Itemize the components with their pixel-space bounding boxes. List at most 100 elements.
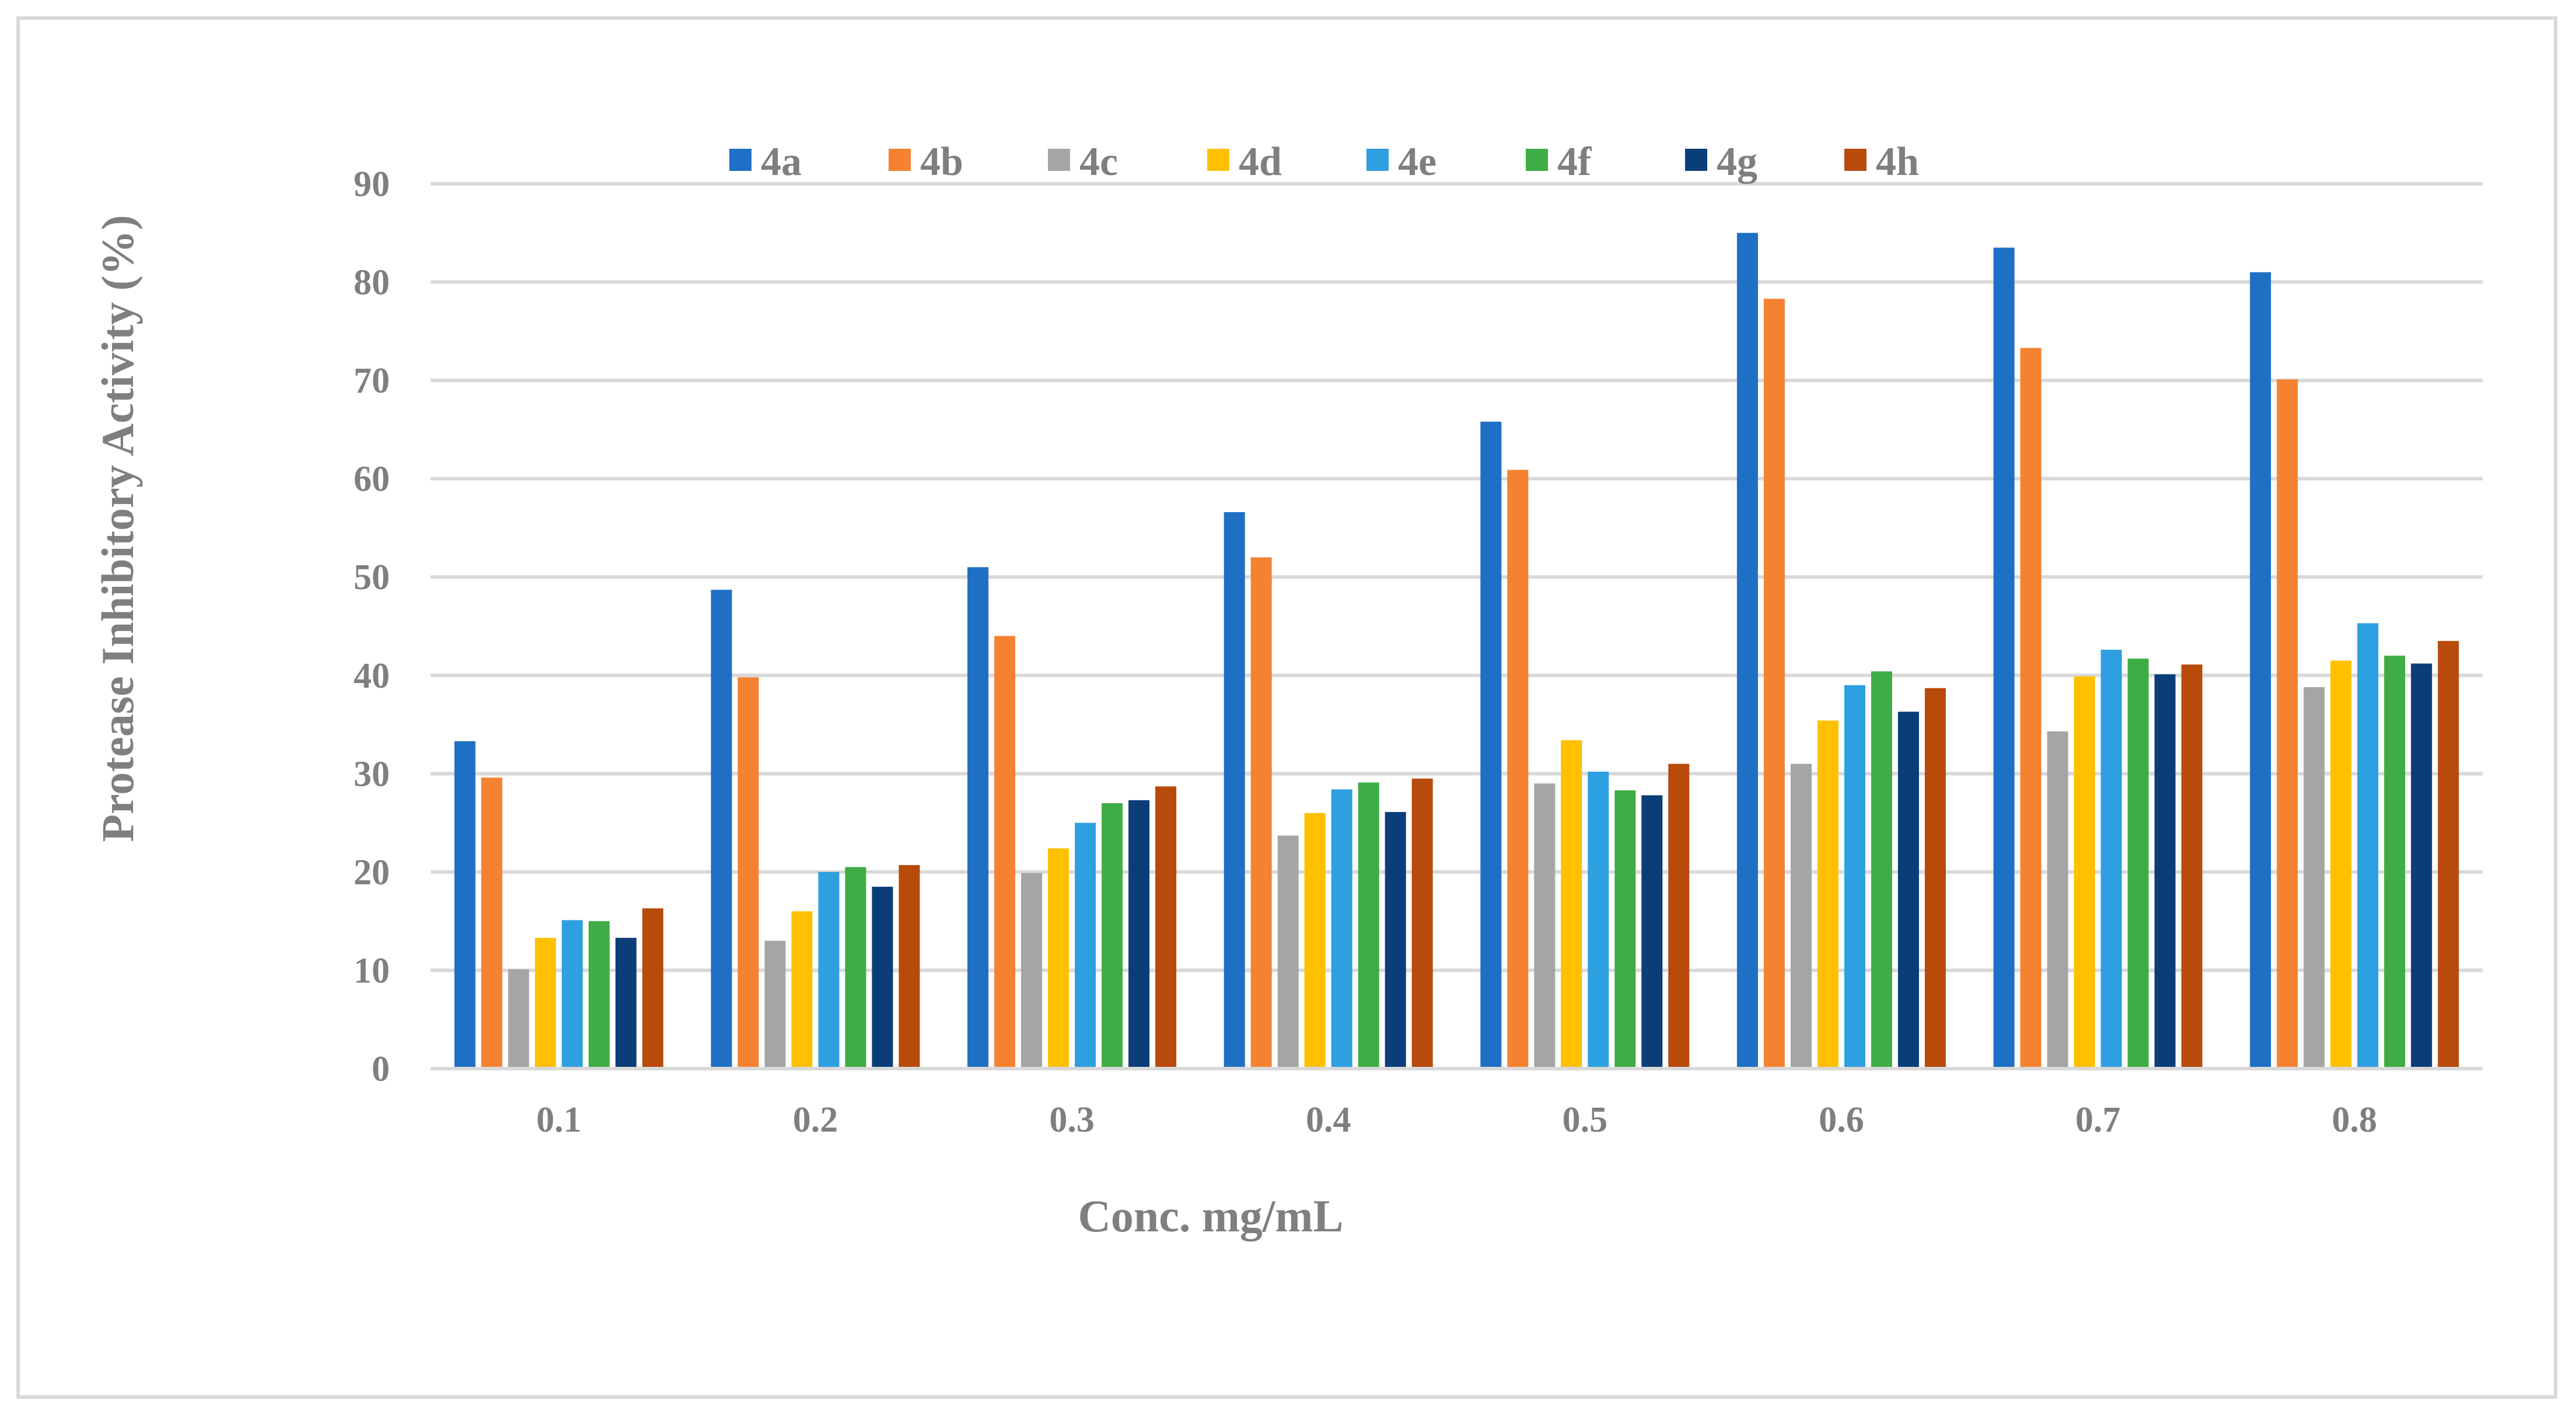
y-tick-label: 30 [354,754,390,794]
bar-4f-0.7 [2127,659,2149,1069]
bar-4f-0.4 [1358,782,1379,1069]
bar-4c-0.2 [764,940,786,1069]
bar-4e-0.3 [1075,822,1096,1069]
bar-4d-0.3 [1048,848,1069,1069]
legend-swatch-4g [1685,149,1707,171]
legend-label-4d: 4d [1239,139,1282,184]
bar-4a-0.5 [1480,421,1502,1069]
legend-label-4b: 4b [920,139,963,184]
bar-4a-0.2 [711,590,732,1069]
bar-4b-0.4 [1250,557,1272,1069]
bar-4e-0.7 [2100,649,2122,1069]
legend-label-4c: 4c [1079,139,1118,184]
bar-4f-0.2 [845,867,866,1069]
bar-4d-0.4 [1304,813,1326,1069]
bar-4d-0.7 [2074,676,2095,1069]
bar-4d-0.1 [534,937,556,1069]
bar-4d-0.5 [1561,740,1582,1069]
legend-label-4f: 4f [1557,139,1592,184]
bar-4h-0.4 [1411,778,1433,1069]
x-tick-label: 0.5 [1563,1100,1608,1140]
bar-4c-0.6 [1790,764,1812,1069]
bar-4b-0.8 [2277,379,2298,1069]
bar-4d-0.2 [791,911,813,1069]
bar-4h-0.2 [899,865,920,1069]
bar-4h-0.6 [1924,688,1946,1069]
bar-4b-0.6 [1763,299,1785,1069]
bar-4b-0.2 [738,677,759,1069]
x-tick-label: 0.1 [536,1100,582,1140]
bar-4g-0.7 [2154,674,2176,1069]
bar-4a-0.4 [1224,512,1245,1069]
bar-4a-0.3 [967,567,989,1069]
bar-4e-0.1 [561,920,583,1069]
bar-4d-0.8 [2330,660,2352,1069]
x-tick-label: 0.8 [2332,1100,2377,1140]
bar-4a-0.8 [2250,272,2271,1069]
bar-4h-0.3 [1155,786,1177,1069]
bar-4c-0.5 [1534,783,1556,1069]
legend-swatch-4e [1366,149,1389,171]
bar-4e-0.2 [818,871,840,1069]
legend-label-4a: 4a [761,139,802,184]
bar-4f-0.1 [588,921,610,1069]
bar-4f-0.3 [1102,803,1123,1069]
y-tick-labels: 0 10 20 30 40 50 60 70 80 90 [354,164,390,1089]
x-tick-label: 0.2 [793,1100,838,1140]
y-tick-label: 40 [354,656,390,696]
bars [454,233,2459,1069]
y-tick-label: 80 [354,263,390,303]
y-tick-label: 10 [354,951,390,990]
y-tick-label: 60 [354,460,390,499]
x-tick-label: 0.4 [1306,1100,1351,1140]
x-tick-label: 0.6 [1819,1100,1864,1140]
x-tick-label: 0.3 [1049,1100,1095,1140]
legend-swatch-4d [1207,149,1229,171]
legend-label-4g: 4g [1717,139,1757,184]
bar-4c-0.1 [508,969,529,1069]
y-tick-label: 0 [372,1049,390,1089]
bar-4g-0.2 [872,887,893,1069]
bar-4g-0.5 [1641,795,1663,1069]
bar-4e-0.5 [1588,771,1609,1069]
bar-4g-0.3 [1128,800,1150,1069]
bar-4e-0.6 [1844,685,1865,1069]
bar-4f-0.6 [1871,671,1892,1069]
bar-4h-0.1 [642,908,663,1069]
bar-4a-0.7 [1993,247,2015,1069]
y-axis-title: Protease Inhibitory Activity (%) [92,215,143,842]
bar-4b-0.1 [481,778,502,1069]
bar-4d-0.6 [1817,720,1838,1069]
bar-4g-0.8 [2411,663,2432,1069]
bar-4b-0.5 [1507,470,1529,1069]
bar-4g-0.4 [1385,812,1406,1069]
bar-4b-0.7 [2020,348,2042,1069]
bar-4b-0.3 [994,636,1016,1069]
legend-swatch-4b [889,149,911,171]
legend-swatch-4c [1048,149,1070,171]
bar-4h-0.8 [2438,640,2459,1069]
y-tick-label: 90 [354,164,390,204]
legend: 4a 4b 4c 4d 4e 4f 4g 4h [729,139,1919,184]
bar-4c-0.8 [2304,687,2325,1069]
bar-4c-0.7 [2047,731,2068,1069]
bar-4h-0.5 [1668,764,1690,1069]
x-tick-labels: 0.1 0.2 0.3 0.4 0.5 0.6 0.7 0.8 [536,1100,2377,1140]
y-tick-label: 70 [354,361,390,401]
bar-4g-0.6 [1897,712,1919,1069]
bar-4g-0.1 [615,937,637,1069]
legend-swatch-4a [729,149,752,171]
y-tick-label: 20 [354,853,390,892]
x-axis-title: Conc. mg/mL [1078,1191,1344,1241]
bar-4f-0.8 [2384,656,2406,1069]
bar-4a-0.1 [454,741,476,1069]
legend-label-4e: 4e [1398,139,1436,184]
bar-4a-0.6 [1736,233,1758,1069]
bar-4e-0.8 [2357,623,2379,1069]
y-tick-label: 50 [354,558,390,597]
bar-4c-0.4 [1277,835,1299,1069]
bar-4h-0.7 [2181,664,2203,1069]
x-tick-label: 0.7 [2075,1100,2121,1140]
bar-4e-0.4 [1331,789,1352,1069]
